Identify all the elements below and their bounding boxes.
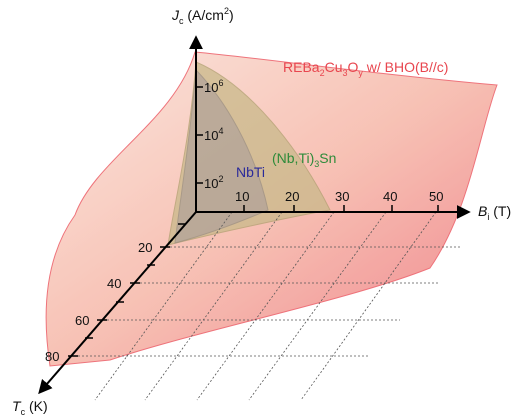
jc-ticks <box>196 86 203 184</box>
tc-ticks <box>68 223 186 357</box>
b-tick-label: 10 <box>235 189 249 204</box>
jc-axis-label: Jc (A/cm2) <box>171 6 234 26</box>
tc-tick-label: 80 <box>45 349 59 364</box>
tc-axis-label: Tc (K) <box>12 398 48 417</box>
tc-tick-label: 60 <box>75 313 89 328</box>
dotted-grid <box>78 211 460 401</box>
b-tick-label: 50 <box>429 189 443 204</box>
tc-tick-label: 40 <box>107 276 121 291</box>
jc-tick-label: 102 <box>204 174 223 191</box>
b-tick-label: 30 <box>335 189 349 204</box>
nb3sn-label: (Nb,Ti)3Sn <box>272 150 336 169</box>
b-ticks <box>243 205 439 212</box>
b-tick-label: 40 <box>383 189 397 204</box>
jc-tick-label: 106 <box>204 78 223 95</box>
tc-tick-label: 20 <box>138 240 152 255</box>
reba-label: REBa2Cu3Oy w/ BHO(B//c) <box>283 59 448 78</box>
nbti-label: NbTi <box>236 164 265 180</box>
jc-tick-label: 104 <box>204 126 223 143</box>
nbti-surface <box>174 68 269 244</box>
b-tick-label: 20 <box>285 189 299 204</box>
b-axis-label: Bi (T) <box>478 203 511 222</box>
